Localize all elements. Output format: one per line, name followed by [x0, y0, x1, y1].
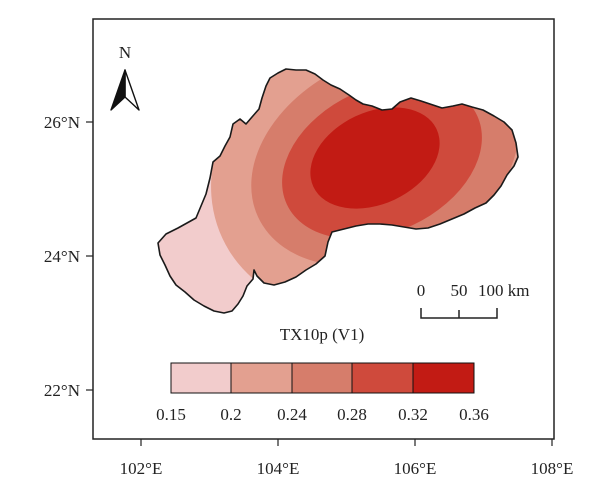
zone-4 [310, 107, 440, 209]
study-region [158, 69, 518, 313]
y-tick-label-24n: 24°N [44, 247, 80, 266]
legend-swatch-2 [230, 362, 293, 394]
x-tick-label-104e: 104°E [257, 459, 300, 478]
map-frame [92, 18, 555, 440]
y-tick-label-22n: 22°N [44, 381, 80, 400]
legend-swatch-5 [412, 362, 475, 394]
y-tick-label-26n: 26°N [44, 113, 80, 132]
scale-bar: 0 50 100 km [417, 281, 529, 319]
legend-break-2: 0.24 [277, 405, 307, 424]
scale-label-50: 50 [451, 281, 468, 300]
x-tick-label-106e: 106°E [394, 459, 437, 478]
y-axis-ticks [86, 121, 93, 391]
map-title: TX10p (V1) [280, 325, 365, 344]
north-label: N [119, 43, 131, 62]
color-legend: 0.15 0.2 0.24 0.28 0.32 0.36 [156, 362, 489, 424]
legend-break-1: 0.2 [220, 405, 241, 424]
region-boundary [157, 68, 519, 314]
legend-break-5: 0.36 [459, 405, 489, 424]
north-arrow: N [110, 43, 140, 111]
scale-label-0: 0 [417, 281, 426, 300]
legend-break-4: 0.32 [398, 405, 428, 424]
x-tick-label-102e: 102°E [120, 459, 163, 478]
scale-label-100km: 100 km [478, 281, 529, 300]
legend-swatch-1 [170, 362, 232, 394]
legend-swatch-3 [291, 362, 353, 394]
x-axis-ticks [140, 439, 553, 446]
scale-bar-line [420, 308, 498, 319]
legend-swatch-4 [351, 362, 414, 394]
legend-break-3: 0.28 [337, 405, 367, 424]
north-arrow-icon [124, 69, 140, 111]
legend-break-0: 0.15 [156, 405, 186, 424]
x-tick-label-108e: 108°E [531, 459, 574, 478]
